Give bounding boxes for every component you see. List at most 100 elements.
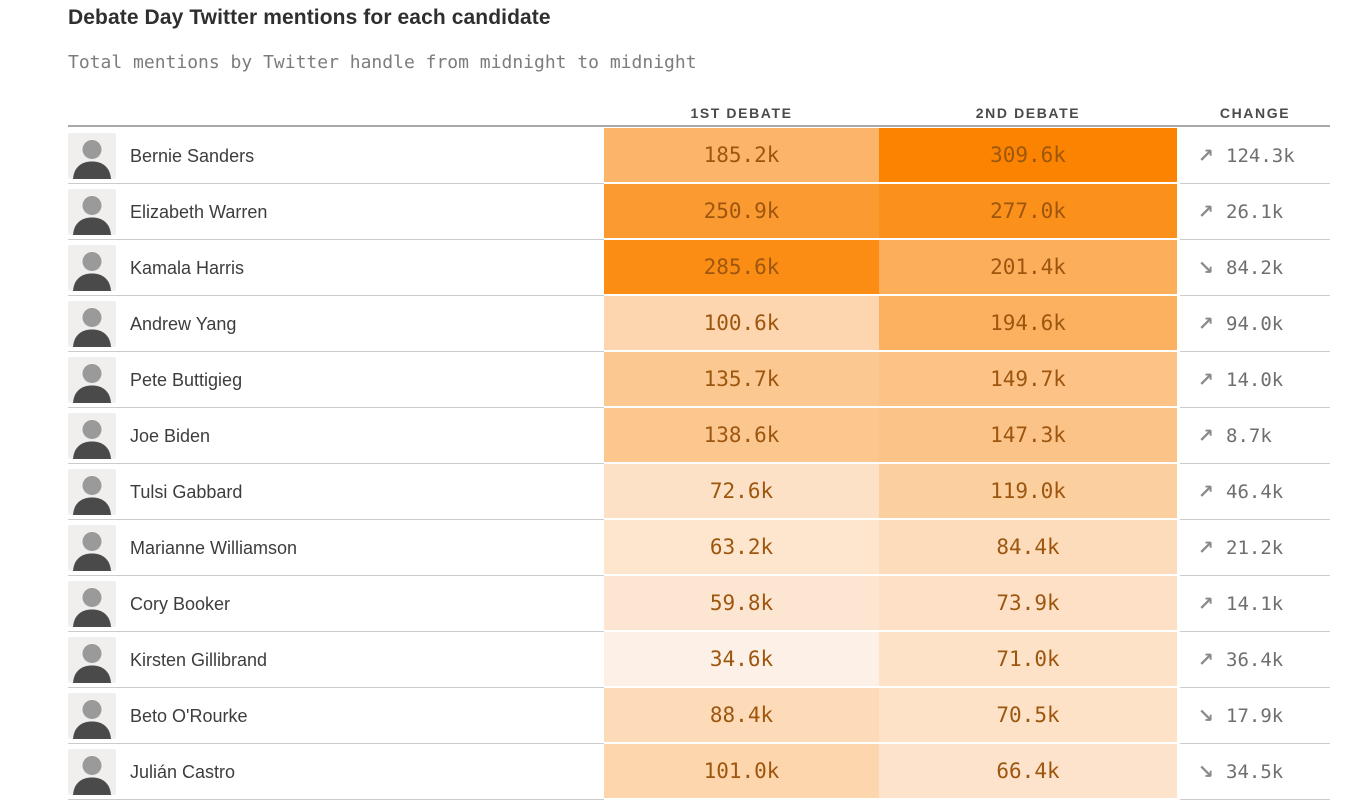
change-cell: ↗ 14.0k (1180, 352, 1330, 408)
table-row: Elizabeth Warren 250.9k 277.0k ↗ 26.1k (68, 184, 1330, 240)
trend-up-icon: ↗ (1198, 201, 1214, 223)
candidate-name: Joe Biden (130, 426, 211, 446)
change-value: 26.1k (1226, 201, 1284, 223)
row-separator (1180, 631, 1330, 632)
debate2-cell: 147.3k (879, 408, 1177, 462)
candidate-name: Bernie Sanders (130, 146, 255, 166)
row-separator (1180, 463, 1330, 464)
change-cell: ↗ 124.3k (1180, 128, 1330, 184)
candidate-photo (68, 525, 116, 571)
row-separator (1180, 295, 1330, 296)
person-silhouette-icon (68, 301, 116, 347)
row-separator (1180, 351, 1330, 352)
change-value: 21.2k (1226, 537, 1284, 559)
change-cell: ↘ 34.5k (1180, 744, 1330, 800)
debate2-cell: 277.0k (879, 184, 1177, 238)
trend-up-icon: ↗ (1198, 313, 1214, 335)
person-silhouette-icon (68, 133, 116, 179)
debate2-cell: 309.6k (879, 128, 1177, 182)
change-cell: ↘ 84.2k (1180, 240, 1330, 296)
debate1-cell: 250.9k (604, 184, 879, 238)
row-separator (1180, 519, 1330, 520)
row-separator (68, 295, 604, 296)
row-separator (68, 631, 604, 632)
table-row: Kirsten Gillibrand 34.6k 71.0k ↗ 36.4k (68, 632, 1330, 688)
trend-up-icon: ↗ (1198, 537, 1214, 559)
candidate-name: Tulsi Gabbard (130, 482, 243, 502)
trend-up-icon: ↗ (1198, 425, 1214, 447)
person-silhouette-icon (68, 525, 116, 571)
candidate-name: Julián Castro (130, 762, 236, 782)
change-value: 94.0k (1226, 313, 1284, 335)
debate2-cell: 201.4k (879, 240, 1177, 294)
debate1-cell: 72.6k (604, 464, 879, 518)
candidate-name: Kirsten Gillibrand (130, 650, 268, 670)
debate1-cell: 100.6k (604, 296, 879, 350)
change-cell: ↗ 26.1k (1180, 184, 1330, 240)
trend-up-icon: ↗ (1198, 481, 1214, 503)
table-row: Andrew Yang 100.6k 194.6k ↗ 94.0k (68, 296, 1330, 352)
candidate-name: Marianne Williamson (130, 538, 298, 558)
page-title: Debate Day Twitter mentions for each can… (68, 6, 551, 29)
table-row: Joe Biden 138.6k 147.3k ↗ 8.7k (68, 408, 1330, 464)
table-row: Bernie Sanders 185.2k 309.6k ↗ 124.3k (68, 128, 1330, 184)
change-cell: ↗ 94.0k (1180, 296, 1330, 352)
debate1-cell: 135.7k (604, 352, 879, 406)
change-value: 14.0k (1226, 369, 1284, 391)
trend-down-icon: ↘ (1198, 761, 1214, 783)
debate2-cell: 149.7k (879, 352, 1177, 406)
person-silhouette-icon (68, 189, 116, 235)
trend-up-icon: ↗ (1198, 649, 1214, 671)
debate2-cell: 71.0k (879, 632, 1177, 686)
chart-table: Debate Day Twitter mentions for each can… (68, 0, 1330, 800)
change-value: 14.1k (1226, 593, 1284, 615)
person-silhouette-icon (68, 693, 116, 739)
change-value: 124.3k (1226, 145, 1295, 167)
change-cell: ↗ 14.1k (1180, 576, 1330, 632)
change-value: 8.7k (1226, 425, 1272, 447)
row-separator (68, 519, 604, 520)
debate1-cell: 101.0k (604, 744, 879, 798)
row-separator (68, 407, 604, 408)
candidate-photo (68, 581, 116, 627)
page-subtitle: Total mentions by Twitter handle from mi… (68, 52, 697, 73)
person-silhouette-icon (68, 469, 116, 515)
change-cell: ↗ 21.2k (1180, 520, 1330, 576)
candidate-photo (68, 637, 116, 683)
trend-up-icon: ↗ (1198, 369, 1214, 391)
row-separator (68, 463, 604, 464)
table-row: Beto O'Rourke 88.4k 70.5k ↘ 17.9k (68, 688, 1330, 744)
debate2-cell: 194.6k (879, 296, 1177, 350)
table-row: Tulsi Gabbard 72.6k 119.0k ↗ 46.4k (68, 464, 1330, 520)
row-separator (68, 351, 604, 352)
column-header-debate2: 2ND DEBATE (975, 105, 1081, 121)
candidate-name: Cory Booker (130, 594, 231, 614)
candidate-name: Elizabeth Warren (130, 202, 268, 222)
change-cell: ↗ 36.4k (1180, 632, 1330, 688)
change-cell: ↗ 8.7k (1180, 408, 1330, 464)
row-separator (1180, 183, 1330, 184)
table-row: Kamala Harris 285.6k 201.4k ↘ 84.2k (68, 240, 1330, 296)
debate1-cell: 285.6k (604, 240, 879, 294)
debate2-cell: 84.4k (879, 520, 1177, 574)
candidate-photo (68, 413, 116, 459)
row-separator (68, 575, 604, 576)
candidate-name: Andrew Yang (130, 314, 237, 334)
debate1-cell: 34.6k (604, 632, 879, 686)
debate1-cell: 138.6k (604, 408, 879, 462)
debate2-cell: 66.4k (879, 744, 1177, 798)
debate2-cell: 70.5k (879, 688, 1177, 742)
row-separator (1180, 743, 1330, 744)
row-separator (68, 183, 604, 184)
candidate-name: Pete Buttigieg (130, 370, 243, 390)
debate1-cell: 88.4k (604, 688, 879, 742)
trend-up-icon: ↗ (1198, 145, 1214, 167)
trend-up-icon: ↗ (1198, 593, 1214, 615)
table-row: Marianne Williamson 63.2k 84.4k ↗ 21.2k (68, 520, 1330, 576)
candidate-photo (68, 693, 116, 739)
change-value: 46.4k (1226, 481, 1284, 503)
person-silhouette-icon (68, 357, 116, 403)
debate1-cell: 59.8k (604, 576, 879, 630)
row-separator (1180, 239, 1330, 240)
person-silhouette-icon (68, 749, 116, 795)
